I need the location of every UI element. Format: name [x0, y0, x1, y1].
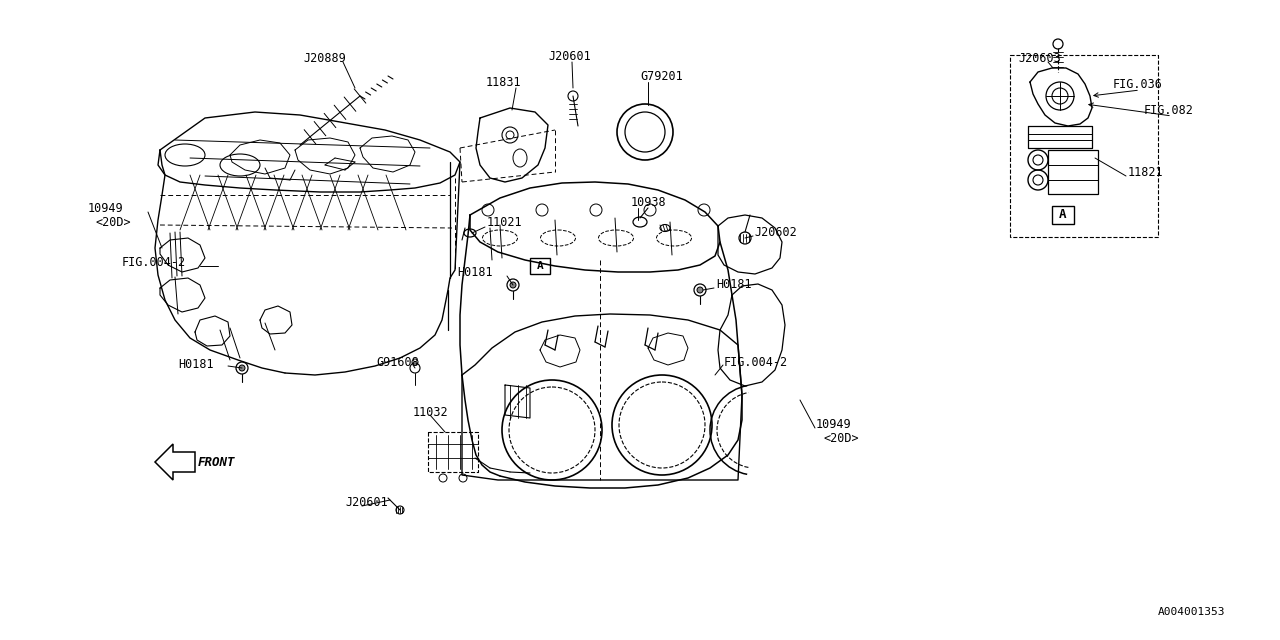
- Text: J20603: J20603: [1018, 51, 1061, 65]
- Text: J20601: J20601: [549, 49, 591, 63]
- Text: FRONT: FRONT: [198, 456, 236, 468]
- Text: 10949: 10949: [817, 417, 851, 431]
- Text: G79201: G79201: [640, 70, 682, 83]
- Text: A: A: [536, 261, 544, 271]
- Text: 10949: 10949: [88, 202, 124, 214]
- Text: H0181: H0181: [716, 278, 751, 291]
- FancyBboxPatch shape: [1052, 206, 1074, 224]
- Circle shape: [698, 287, 703, 293]
- Text: H0181: H0181: [178, 358, 214, 371]
- Text: H0181: H0181: [457, 266, 493, 278]
- Bar: [1048, 150, 1098, 194]
- Text: 10938: 10938: [631, 195, 667, 209]
- Text: FIG.004-2: FIG.004-2: [724, 355, 788, 369]
- Text: FIG.004-2: FIG.004-2: [122, 255, 186, 269]
- Text: <20D>: <20D>: [824, 431, 860, 445]
- Text: J20602: J20602: [754, 225, 796, 239]
- FancyBboxPatch shape: [530, 258, 550, 274]
- Text: G91608: G91608: [376, 355, 419, 369]
- Text: J20889: J20889: [303, 51, 347, 65]
- Text: A: A: [1060, 209, 1066, 221]
- Circle shape: [509, 282, 516, 288]
- Text: 11831: 11831: [485, 76, 521, 88]
- Text: J20601: J20601: [346, 495, 388, 509]
- Polygon shape: [155, 444, 195, 480]
- Text: 11032: 11032: [413, 406, 448, 419]
- Text: FIG.036: FIG.036: [1114, 77, 1162, 90]
- Circle shape: [239, 365, 244, 371]
- Text: FIG.082: FIG.082: [1144, 104, 1194, 118]
- Text: <20D>: <20D>: [95, 216, 131, 228]
- Text: 11821: 11821: [1128, 166, 1164, 179]
- Text: 11021: 11021: [486, 216, 522, 230]
- Text: A004001353: A004001353: [1157, 607, 1225, 617]
